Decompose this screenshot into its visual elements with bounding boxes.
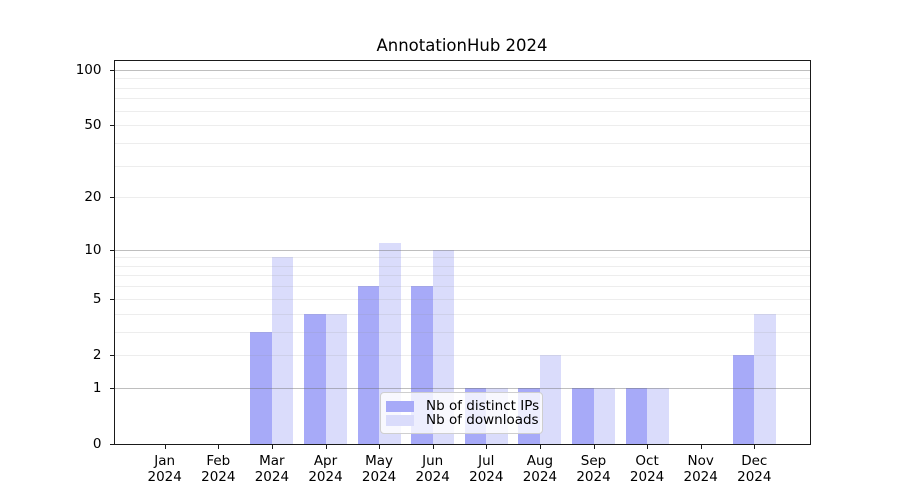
y-gridline-major-100 [113,69,811,71]
x-tick-label-jun: Jun 2024 [415,453,450,485]
y-gridline-minor-40 [113,142,811,144]
y-gridline-major-10 [113,249,811,251]
y-tick-10 [109,249,114,251]
x-tick-label-jan: Jan 2024 [147,453,182,485]
x-tick-label-nov: Nov 2024 [683,453,718,485]
y-gridline-minor-9 [113,257,811,259]
x-tick-label-feb: Feb 2024 [201,453,236,485]
y-gridline-minor-90 [113,78,811,80]
bar-distinct-ips-apr [304,313,326,444]
x-tick-sep [593,445,595,449]
legend-item-downloads: Nb of downloads [386,412,539,428]
legend-item-distinct-ips: Nb of distinct IPs [386,398,540,414]
y-gridline-minor-60 [113,110,811,112]
y-tick-label-2: 2 [92,346,102,363]
x-tick-label-oct: Oct 2024 [629,453,665,485]
x-tick-mar [271,445,273,449]
y-gridline-minor-2 [113,354,811,356]
x-tick-label-dec: Dec 2024 [737,453,772,485]
y-gridline-minor-5 [113,298,811,300]
y-gridline-minor-70 [113,98,811,100]
x-tick-label-sep: Sep 2024 [576,453,611,485]
x-tick-apr [325,445,327,449]
x-tick-may [379,445,381,449]
y-tick-2 [109,354,114,356]
x-tick-label-aug: Aug 2024 [522,453,558,485]
legend-swatch-distinct-ips [386,400,414,412]
y-gridline-major-1 [113,387,811,389]
chart-title: AnnotationHub 2024 [376,36,548,55]
y-tick-label-10: 10 [84,241,102,258]
x-tick-jul [486,445,488,449]
y-tick-0 [109,444,114,445]
legend-swatch-downloads [386,414,414,426]
bar-downloads-aug [539,354,562,444]
bar-distinct-ips-sep [572,387,594,444]
bar-downloads-apr [325,313,347,444]
y-tick-label-20: 20 [84,189,102,206]
y-tick-50 [109,125,114,127]
y-gridline-minor-4 [113,313,811,315]
bar-distinct-ips-oct [625,387,648,444]
x-tick-jan [164,445,166,449]
y-tick-100 [109,69,114,71]
legend-label-downloads: Nb of downloads [426,412,539,428]
y-gridline-minor-6 [113,286,811,288]
x-tick-label-mar: Mar 2024 [254,453,290,485]
y-gridline-minor-50 [113,125,811,127]
y-gridline-minor-80 [113,87,811,89]
x-tick-oct [647,445,649,449]
y-tick-5 [109,298,114,300]
legend: Nb of distinct IPs Nb of downloads [380,392,543,434]
x-tick-label-apr: Apr 2024 [308,453,343,485]
y-tick-label-5: 5 [92,290,102,307]
y-tick-label-100: 100 [75,61,102,78]
x-tick-label-jul: Jul 2024 [469,453,504,485]
y-tick-1 [109,387,114,389]
plot-spines [113,60,811,445]
x-tick-label-may: May 2024 [361,453,397,485]
y-gridline-minor-3 [113,331,811,333]
bar-distinct-ips-may [357,286,380,444]
y-tick-label-1: 1 [92,379,102,396]
x-tick-aug [539,445,541,449]
y-gridline-minor-8 [113,265,811,267]
y-gridline-minor-7 [113,275,811,277]
y-tick-20 [109,197,114,199]
bar-distinct-ips-mar [250,331,272,444]
x-tick-jun [432,445,434,449]
bar-downloads-oct [647,387,669,444]
x-tick-feb [218,445,220,449]
bar-distinct-ips-dec [732,354,755,444]
y-gridline-minor-20 [113,197,811,199]
y-tick-label-0: 0 [92,436,102,452]
bar-downloads-sep [593,387,615,444]
bar-downloads-dec [754,313,776,444]
x-tick-nov [700,445,702,449]
y-tick-label-50: 50 [84,117,102,134]
x-tick-dec [754,445,756,449]
y-gridline-minor-30 [113,165,811,167]
bar-downloads-mar [271,257,294,444]
legend-label-distinct-ips: Nb of distinct IPs [426,398,540,414]
